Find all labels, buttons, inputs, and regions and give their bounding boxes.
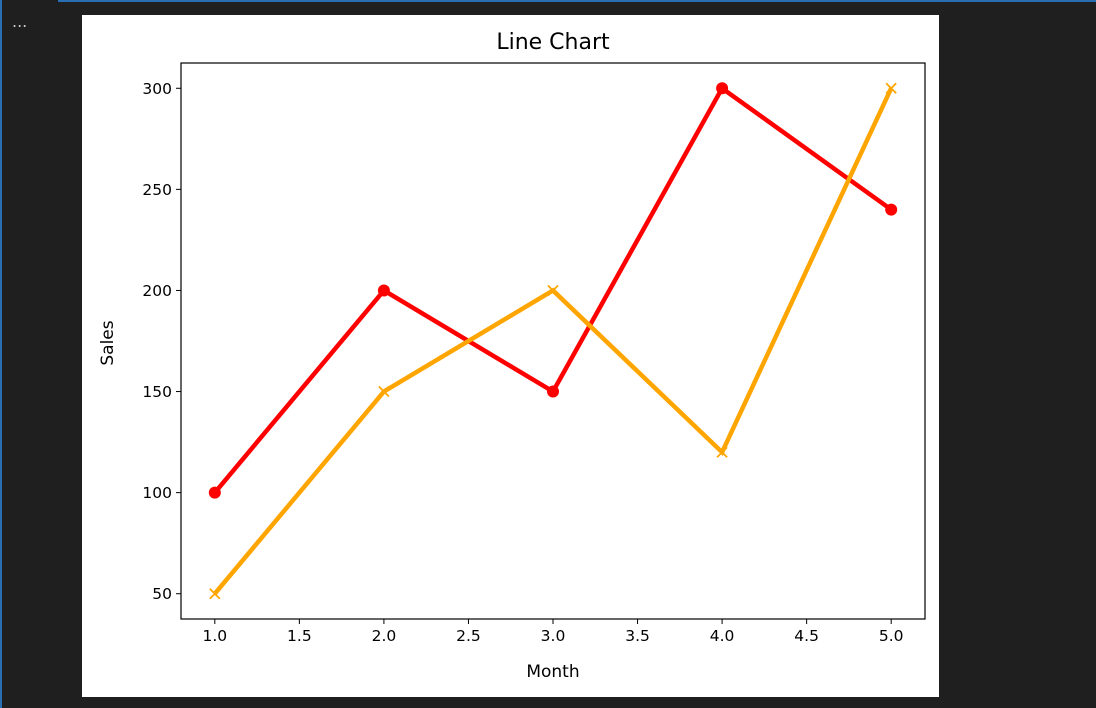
x-tick-label: 3.5 bbox=[625, 627, 650, 645]
data-point bbox=[377, 284, 390, 297]
data-point bbox=[885, 82, 897, 94]
plot-frame bbox=[180, 62, 926, 620]
x-axis-label: Month bbox=[526, 662, 579, 682]
data-point bbox=[716, 82, 729, 95]
x-tick-label: 1.0 bbox=[202, 627, 227, 645]
cell-output: Line Chart Month Sales 1.0 1.5 2.0 2.5 3.0 3.… bbox=[82, 15, 939, 697]
data-point bbox=[547, 385, 559, 398]
y-tick-label: 300 bbox=[142, 80, 172, 98]
data-point bbox=[716, 446, 728, 458]
series-line-2 bbox=[213, 87, 894, 596]
y-axis-label: Sales bbox=[98, 320, 118, 365]
data-point bbox=[209, 588, 221, 600]
x-tick-label: 2.5 bbox=[456, 627, 481, 645]
plot-series bbox=[208, 82, 898, 600]
y-tick-label: 100 bbox=[142, 484, 172, 502]
x-tick-label: 2.0 bbox=[372, 627, 397, 645]
y-tick-label: 150 bbox=[142, 383, 172, 401]
y-tick-label: 250 bbox=[142, 181, 172, 199]
chart-title: Line Chart bbox=[496, 30, 610, 55]
x-tick-label: 1.5 bbox=[287, 627, 312, 645]
y-tick-label: 200 bbox=[142, 282, 172, 300]
more-actions-button[interactable]: ... bbox=[12, 12, 28, 31]
x-tick-label: 4.5 bbox=[794, 627, 819, 645]
y-tick-label: 50 bbox=[152, 585, 172, 603]
cell-focus-border-top bbox=[58, 0, 1096, 2]
x-tick-label: 3.0 bbox=[541, 627, 566, 645]
data-point bbox=[547, 284, 559, 297]
x-axis-ticks: 1.0 1.5 2.0 2.5 3.0 3.5 4.0 4.5 5.0 bbox=[202, 619, 904, 645]
y-axis-ticks: 50 100 150 200 250 300 bbox=[142, 80, 181, 603]
cell-focus-border bbox=[0, 0, 2, 708]
data-point bbox=[378, 385, 390, 398]
x-tick-label: 5.0 bbox=[879, 627, 904, 645]
x-tick-label: 4.0 bbox=[710, 627, 735, 645]
data-point bbox=[208, 486, 221, 499]
line-chart: Line Chart Month Sales 1.0 1.5 2.0 2.5 3.0 3.… bbox=[98, 30, 926, 682]
data-point bbox=[885, 203, 898, 216]
